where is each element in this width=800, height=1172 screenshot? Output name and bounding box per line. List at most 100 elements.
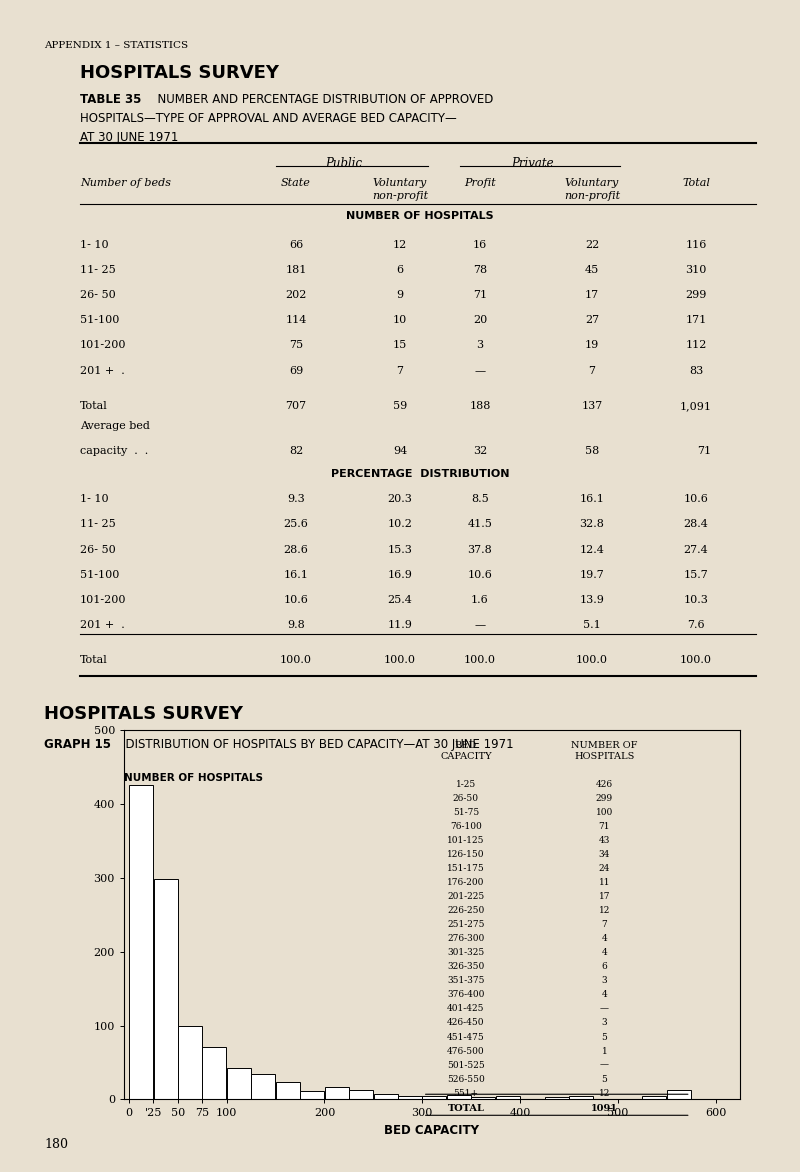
- Text: 100.0: 100.0: [464, 655, 496, 666]
- Text: 476-500: 476-500: [447, 1047, 485, 1056]
- Text: 5: 5: [602, 1075, 607, 1084]
- Bar: [251, 1075, 275, 1099]
- Text: 9.8: 9.8: [287, 620, 305, 631]
- Text: HOSPITALS—TYPE OF APPROVAL AND AVERAGE BED CAPACITY—: HOSPITALS—TYPE OF APPROVAL AND AVERAGE B…: [80, 111, 457, 125]
- Text: 1- 10: 1- 10: [80, 240, 109, 250]
- Text: 82: 82: [289, 447, 303, 456]
- Text: 71: 71: [697, 447, 711, 456]
- Text: 151-175: 151-175: [447, 864, 485, 873]
- Text: 351-375: 351-375: [447, 976, 485, 986]
- Text: 101-200: 101-200: [80, 595, 126, 605]
- Text: 17: 17: [598, 892, 610, 901]
- Text: 16.1: 16.1: [579, 495, 605, 504]
- Text: capacity  .  .: capacity . .: [80, 447, 148, 456]
- Text: 11- 25: 11- 25: [80, 265, 116, 275]
- Bar: [667, 1090, 691, 1099]
- Text: 226-250: 226-250: [447, 906, 485, 915]
- Text: 11- 25: 11- 25: [80, 519, 116, 530]
- Text: 9.3: 9.3: [287, 495, 305, 504]
- Text: TABLE 35: TABLE 35: [80, 93, 142, 105]
- Text: 22: 22: [585, 240, 599, 250]
- Text: 69: 69: [289, 366, 303, 376]
- Text: 71: 71: [473, 289, 487, 300]
- Text: 3: 3: [602, 1018, 607, 1028]
- Text: —: —: [474, 620, 486, 631]
- Text: 25.4: 25.4: [387, 595, 413, 605]
- Text: NUMBER OF HOSPITALS: NUMBER OF HOSPITALS: [346, 211, 494, 222]
- Text: 326-350: 326-350: [447, 962, 485, 972]
- Text: State: State: [281, 178, 311, 189]
- Text: 526-550: 526-550: [447, 1075, 485, 1084]
- Text: 4: 4: [602, 948, 607, 958]
- Text: 112: 112: [686, 340, 706, 350]
- Text: —: —: [474, 366, 486, 376]
- Bar: [129, 785, 153, 1099]
- Text: 51-100: 51-100: [80, 315, 119, 326]
- Text: 1.6: 1.6: [471, 595, 489, 605]
- Text: 201 +  .: 201 + .: [80, 366, 125, 376]
- Text: 75: 75: [289, 340, 303, 350]
- Text: 10.6: 10.6: [467, 570, 493, 580]
- Text: 276-300: 276-300: [447, 934, 485, 943]
- Text: 51-100: 51-100: [80, 570, 119, 580]
- Text: 4: 4: [602, 934, 607, 943]
- Text: 27.4: 27.4: [684, 545, 708, 554]
- Text: Total: Total: [80, 401, 108, 411]
- Text: GRAPH 15: GRAPH 15: [44, 737, 111, 751]
- Text: 11: 11: [598, 878, 610, 887]
- Text: Number of beds: Number of beds: [80, 178, 171, 189]
- Text: 6: 6: [397, 265, 403, 275]
- Bar: [276, 1082, 300, 1099]
- Text: 501-525: 501-525: [447, 1061, 485, 1070]
- Bar: [545, 1097, 569, 1099]
- Text: 45: 45: [585, 265, 599, 275]
- Text: 551+: 551+: [454, 1089, 478, 1098]
- Text: 16.9: 16.9: [387, 570, 413, 580]
- Bar: [642, 1096, 666, 1099]
- Text: 100.0: 100.0: [680, 655, 712, 666]
- Bar: [178, 1026, 202, 1099]
- Text: 171: 171: [686, 315, 706, 326]
- Text: 11.9: 11.9: [387, 620, 413, 631]
- Text: 15.3: 15.3: [387, 545, 413, 554]
- Text: 19.7: 19.7: [580, 570, 604, 580]
- Text: 251-275: 251-275: [447, 920, 485, 929]
- Text: 1- 10: 1- 10: [80, 495, 109, 504]
- Bar: [300, 1091, 324, 1099]
- Text: 1-25: 1-25: [456, 781, 476, 789]
- Text: 20: 20: [473, 315, 487, 326]
- Text: 116: 116: [686, 240, 706, 250]
- Text: 7: 7: [602, 920, 607, 929]
- Text: 100.0: 100.0: [384, 655, 416, 666]
- Text: 83: 83: [689, 366, 703, 376]
- Text: 71: 71: [598, 822, 610, 831]
- Text: 7: 7: [397, 366, 403, 376]
- Text: 20.3: 20.3: [387, 495, 413, 504]
- Text: 51-75: 51-75: [453, 808, 479, 817]
- Bar: [569, 1096, 593, 1099]
- Text: 376-400: 376-400: [447, 990, 485, 1000]
- Bar: [374, 1095, 398, 1099]
- Text: 100.0: 100.0: [576, 655, 608, 666]
- Text: Total: Total: [80, 655, 108, 666]
- Text: PERCENTAGE  DISTRIBUTION: PERCENTAGE DISTRIBUTION: [330, 469, 510, 479]
- Bar: [227, 1068, 251, 1099]
- Text: 25.6: 25.6: [283, 519, 309, 530]
- Bar: [398, 1096, 422, 1099]
- Text: TOTAL: TOTAL: [447, 1104, 484, 1113]
- Text: 201 +  .: 201 + .: [80, 620, 125, 631]
- Text: 301-325: 301-325: [447, 948, 485, 958]
- Text: 299: 299: [686, 289, 706, 300]
- Text: NUMBER OF HOSPITALS: NUMBER OF HOSPITALS: [124, 772, 263, 783]
- Text: 201-225: 201-225: [447, 892, 485, 901]
- Text: 15.7: 15.7: [684, 570, 708, 580]
- Text: 180: 180: [44, 1138, 68, 1151]
- Text: 37.8: 37.8: [468, 545, 492, 554]
- Text: 401-425: 401-425: [447, 1004, 485, 1014]
- Text: 19: 19: [585, 340, 599, 350]
- Text: 16.1: 16.1: [283, 570, 309, 580]
- Text: 10.3: 10.3: [683, 595, 709, 605]
- Text: 16: 16: [473, 240, 487, 250]
- Text: Average bed: Average bed: [80, 421, 150, 431]
- Text: 9: 9: [397, 289, 403, 300]
